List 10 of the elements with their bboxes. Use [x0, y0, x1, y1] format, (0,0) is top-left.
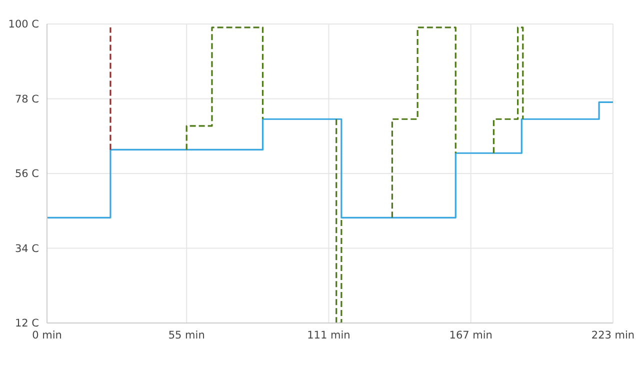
- y-tick-label: 100 C: [8, 18, 39, 31]
- x-tick-label: 167 min: [449, 329, 492, 342]
- x-tick-label: 0 min: [32, 329, 62, 342]
- y-tick-label: 34 C: [14, 242, 39, 255]
- y-tick-label: 12 C: [14, 318, 39, 330]
- y-tick-label: 56 C: [14, 168, 39, 180]
- y-tick-label: 78 C: [14, 93, 39, 106]
- x-tick-label: 55 min: [168, 329, 205, 342]
- x-tick-label: 111 min: [307, 329, 350, 342]
- x-tick-label: 223 min: [591, 329, 635, 342]
